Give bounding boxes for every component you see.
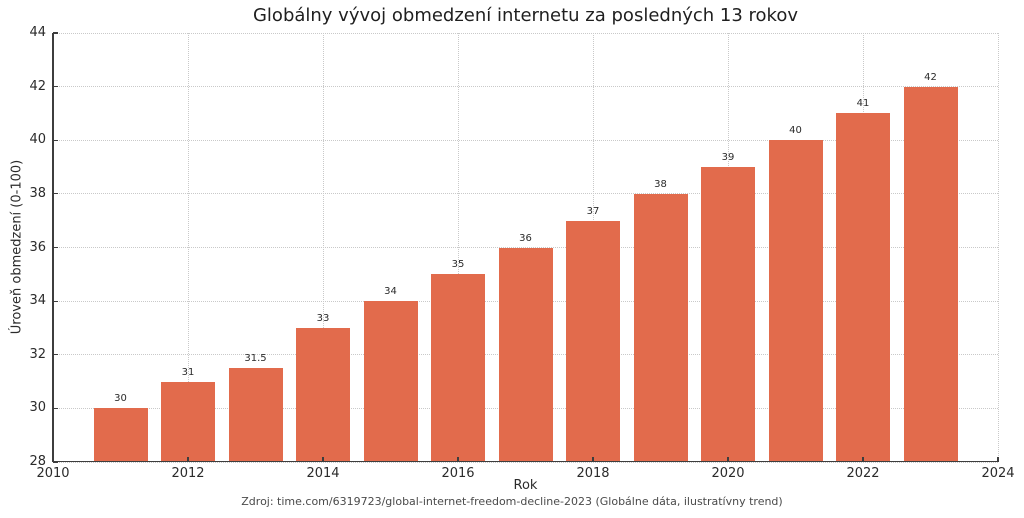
bar — [566, 220, 620, 462]
bar — [768, 140, 823, 462]
y-tick-label: 32 — [29, 346, 46, 362]
x-tick-label: 2018 — [576, 466, 610, 481]
x-tick-label: 2012 — [171, 466, 205, 481]
plot-area: 30 31 31.5 33 34 35 36 37 38 39 40 41 42 28 30 32 34 36 38… — [29, 25, 1014, 481]
bar-value-label: 36 — [519, 232, 532, 244]
y-tick-mark — [53, 461, 58, 463]
bar — [498, 247, 553, 462]
bar-value-label: 31.5 — [244, 353, 267, 365]
gridline-horizontal — [53, 461, 998, 463]
x-tick-mark — [52, 457, 54, 462]
x-axis-label: Rok — [513, 478, 538, 493]
gridline-horizontal — [53, 193, 998, 195]
bar — [93, 408, 148, 462]
y-tick-label: 36 — [29, 239, 46, 255]
y-tick-mark — [53, 86, 58, 88]
x-tick-label: 2020 — [711, 466, 745, 481]
bar-value-label: 31 — [181, 366, 195, 378]
x-axis-spine — [52, 460, 998, 462]
gridline-vertical — [187, 33, 189, 462]
y-tick-mark — [53, 193, 58, 195]
bar-value-label: 39 — [721, 152, 735, 164]
gridline-horizontal — [53, 86, 998, 88]
x-tick-mark — [997, 457, 999, 462]
x-tick-label: 2014 — [306, 466, 340, 481]
bar — [633, 193, 688, 462]
y-axis-spine — [52, 33, 54, 462]
y-tick-label: 44 — [29, 25, 46, 40]
bar-value-label: 38 — [654, 178, 667, 190]
gridline-vertical — [322, 33, 324, 462]
bar — [701, 167, 755, 462]
y-tick-label: 28 — [29, 454, 46, 469]
y-tick-label: 42 — [29, 78, 46, 94]
x-tick-mark — [592, 457, 594, 462]
bar — [363, 301, 418, 462]
y-tick-mark — [53, 300, 58, 302]
x-tick-mark — [322, 457, 324, 462]
y-tick-mark — [53, 32, 58, 34]
x-tick-label: 2010 — [36, 466, 70, 481]
bar — [296, 327, 350, 462]
y-tick-label: 30 — [29, 400, 46, 416]
x-tick-label: 2022 — [846, 466, 880, 481]
bar — [903, 86, 958, 462]
bar — [228, 368, 283, 462]
y-tick-mark — [53, 407, 58, 409]
y-tick-label: 40 — [29, 132, 46, 148]
y-tick-label: 38 — [29, 185, 46, 201]
bar — [431, 274, 485, 462]
x-tick-label: 2016 — [441, 466, 475, 481]
gridline-vertical — [997, 33, 999, 462]
y-tick-mark — [53, 354, 58, 356]
bar-value-label: 35 — [451, 259, 465, 271]
bar-value-label: 41 — [856, 98, 870, 110]
x-tick-mark — [727, 457, 729, 462]
bar-value-label: 30 — [114, 393, 127, 405]
y-tick-mark — [53, 139, 58, 141]
gridline-horizontal — [53, 139, 998, 141]
bar — [161, 381, 215, 462]
chart-title: Globálny vývoj obmedzení internetu za po… — [252, 5, 798, 26]
bar-value-label: 42 — [924, 71, 937, 83]
gridline-horizontal — [53, 32, 998, 34]
x-tick-mark — [457, 457, 459, 462]
gridline-vertical — [457, 33, 459, 462]
x-tick-mark — [187, 457, 189, 462]
y-tick-mark — [53, 246, 58, 249]
source-note: Zdroj: time.com/6319723/global-internet-… — [241, 495, 783, 508]
bar-value-label: 40 — [789, 125, 802, 137]
x-tick-mark — [862, 457, 864, 462]
bar-value-label: 33 — [316, 312, 330, 324]
bar-value-label: 37 — [586, 205, 600, 217]
bar-value-label: 34 — [384, 286, 397, 298]
y-tick-label: 34 — [29, 293, 46, 309]
bar — [836, 113, 890, 462]
x-tick-label: 2024 — [981, 466, 1015, 481]
